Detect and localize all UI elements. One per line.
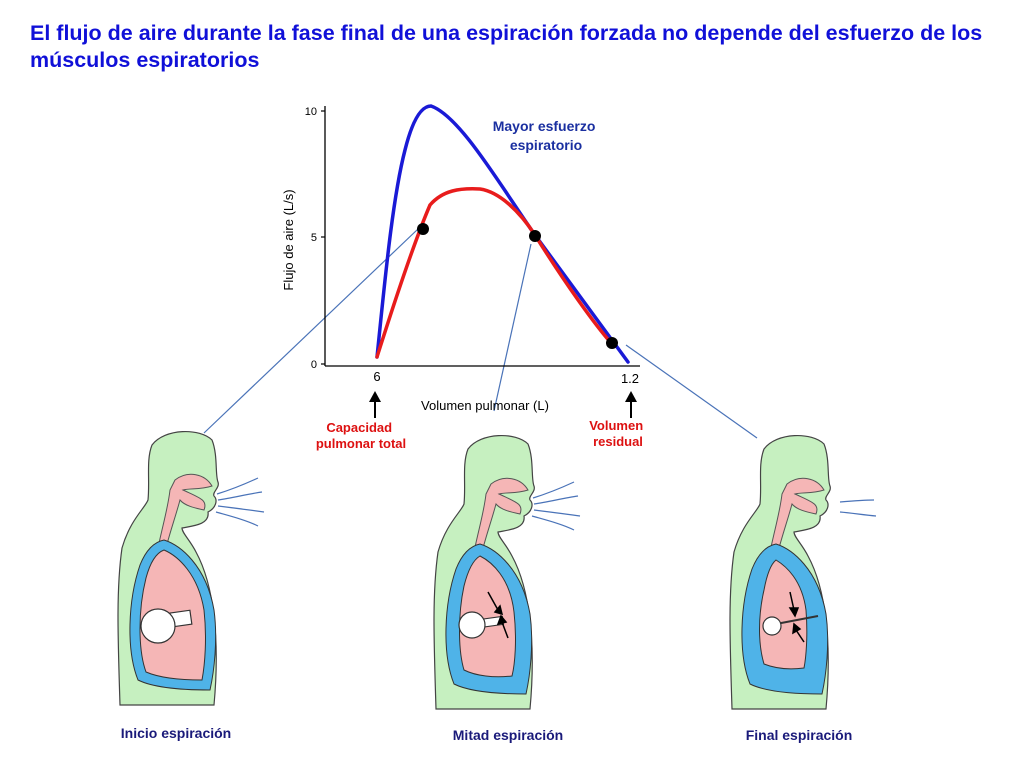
y-axis-label: Flujo de aire (L/s) xyxy=(281,189,296,290)
panel-caption-start: Inicio espiración xyxy=(121,725,231,741)
airflow-stream xyxy=(533,495,579,505)
panel-end: Final espiración xyxy=(729,434,877,743)
x-axis-label: Volumen pulmonar (L) xyxy=(421,398,549,413)
panel-caption-end: Final espiración xyxy=(746,727,853,743)
y-tick-label-10: 10 xyxy=(305,106,317,118)
alveolus-icon xyxy=(458,611,505,639)
airflow-stream xyxy=(532,481,575,499)
series-label-line-2: espiratorio xyxy=(510,137,582,153)
series-label-high-effort: Mayor esfuerzo espiratorio xyxy=(493,118,600,153)
alveolus xyxy=(762,616,782,636)
callout-line-2: residual xyxy=(593,434,643,449)
arrow-head xyxy=(493,604,504,616)
panel-caption-mid: Mitad espiración xyxy=(453,727,563,743)
x-tick-label-6: 6 xyxy=(373,369,380,384)
compression-arrow xyxy=(789,591,795,611)
airflow-stream xyxy=(217,505,265,513)
compression-arrow xyxy=(795,629,805,643)
connector-line-mid xyxy=(493,243,532,412)
data-marker-start xyxy=(417,223,429,235)
y-ticks xyxy=(321,110,325,365)
data-marker-end xyxy=(606,337,618,349)
callout-line-2: pulmonar total xyxy=(316,436,406,451)
flow-volume-chart: 10 5 0 Flujo de aire (L/s) Volumen pulmo… xyxy=(281,104,647,451)
panel-mid: Mitad espiración xyxy=(433,434,581,743)
slide-title: El flujo de aire durante la fase final d… xyxy=(30,21,983,72)
y-tick-label-0: 0 xyxy=(311,359,317,371)
callout-residual-volume: Volumen residual xyxy=(589,418,647,449)
lung-icon xyxy=(759,559,808,670)
y-tick-label-5: 5 xyxy=(311,232,317,244)
airflow-stream xyxy=(533,509,581,517)
alveolus-icon xyxy=(762,615,819,636)
alveolus xyxy=(140,608,176,644)
compression-arrows xyxy=(788,591,805,643)
up-arrow-icon xyxy=(625,391,637,418)
airflow-stream xyxy=(531,515,575,531)
callout-line-1: Volumen xyxy=(589,418,643,433)
airflow-stream xyxy=(839,511,877,517)
compression-arrows xyxy=(487,591,509,639)
series-line-high-effort xyxy=(375,104,630,364)
bronchus xyxy=(775,615,819,625)
airflow-stream xyxy=(215,511,259,527)
callout-line-1: Capacidad xyxy=(326,420,392,435)
series-label-line-1: Mayor esfuerzo xyxy=(493,118,596,134)
connector-line-end xyxy=(625,344,758,439)
airflow-stream xyxy=(839,499,875,503)
panel-start: Inicio espiración xyxy=(117,430,265,741)
airflow-icon xyxy=(215,477,265,527)
alveolus xyxy=(458,611,486,639)
airflow-icon xyxy=(531,481,581,531)
alveolus-icon xyxy=(140,608,193,644)
data-marker-mid xyxy=(529,230,541,242)
callout-total-lung-capacity: Capacidad pulmonar total xyxy=(316,420,406,451)
airflow-stream xyxy=(216,477,259,495)
compression-arrow xyxy=(487,591,499,611)
up-arrow-icon xyxy=(369,391,381,418)
arrow-head xyxy=(496,614,508,626)
arrow-head xyxy=(792,622,802,635)
airflow-stream xyxy=(217,491,263,501)
compression-arrow xyxy=(501,621,509,639)
arrow-head xyxy=(625,391,637,402)
series-line-low-effort xyxy=(375,187,614,359)
arrow-head xyxy=(369,391,381,402)
connector-line-start xyxy=(203,228,419,434)
lung-icon xyxy=(459,555,516,678)
connector-lines xyxy=(203,228,758,439)
arrow-head xyxy=(788,607,800,618)
x-tick-label-1-2: 1.2 xyxy=(621,371,639,386)
airflow-icon xyxy=(839,499,877,517)
